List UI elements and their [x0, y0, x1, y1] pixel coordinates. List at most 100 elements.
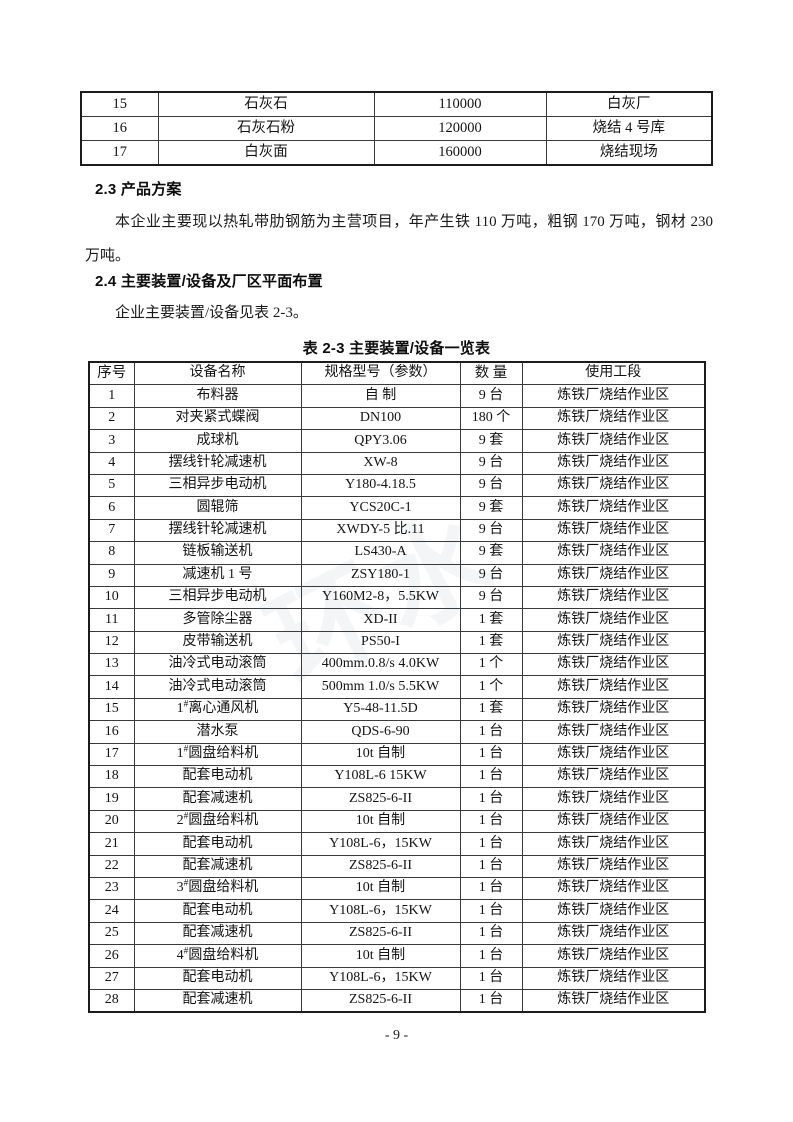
table-row: 7 摆线针轮减速机 XWDY-5 比.11 9 台炼铁厂烧结作业区 — [88, 518, 706, 543]
table-cell: XD-II — [300, 608, 461, 632]
table-cell: 10 — [88, 585, 135, 610]
table-cell: 白灰厂 — [545, 91, 713, 117]
table-cell: 配套减速机 — [133, 787, 302, 811]
table-cell: 1 — [88, 384, 135, 408]
table-row: 28 配套减速机 ZS825-6-II 1 台炼铁厂烧结作业区 — [88, 988, 706, 1013]
table-row: 18 配套电动机 Y108L-6 15KW 1 台炼铁厂烧结作业区 — [88, 765, 706, 789]
table-cell: 110000 — [373, 91, 547, 117]
table-cell: 规格型号（参数） — [300, 361, 461, 386]
table-cell: 炼铁厂烧结作业区 — [521, 496, 706, 520]
table-cell: LS430-A — [300, 541, 461, 565]
table-cell: 1 台 — [459, 809, 523, 834]
table-cell: 1 套 — [459, 630, 523, 655]
table-row: 23 3#圆盘给料机 10t 自制 1 台炼铁厂烧结作业区 — [88, 876, 706, 901]
table-cell: 圆辊筛 — [133, 496, 302, 520]
table-cell: PS50-I — [300, 630, 461, 655]
table-row: 22 配套减速机 ZS825-6-II 1 台炼铁厂烧结作业区 — [88, 854, 706, 878]
table-cell: 500mm 1.0/s 5.5KW — [300, 675, 461, 699]
section-paragraph-2-4: 企业主要装置/设备见表 2-3。 — [115, 305, 308, 321]
table-cell: 炼铁厂烧结作业区 — [521, 899, 706, 923]
table-cell: Y160M2-8，5.5KW — [300, 585, 461, 610]
table-row: 24 配套电动机 Y108L-6，15KW 1 台炼铁厂烧结作业区 — [88, 899, 706, 923]
table-row: 5 三相异步电动机 Y180-4.18.5 9 台炼铁厂烧结作业区 — [88, 473, 706, 498]
table-cell: 400mm.0.8/s 4.0KW — [300, 653, 461, 677]
table-cell: Y108L-6 15KW — [300, 765, 461, 789]
table-cell: Y108L-6，15KW — [300, 899, 461, 923]
table-cell: 1 台 — [459, 765, 523, 789]
table-cell: ZS825-6-II — [300, 988, 461, 1013]
table-row: 19 配套减速机 ZS825-6-II 1 台炼铁厂烧结作业区 — [88, 787, 706, 811]
table-cell: 炼铁厂烧结作业区 — [521, 944, 706, 968]
table-cell: 9 — [88, 563, 135, 587]
table-cell: 14 — [88, 675, 135, 699]
table-cell: 三相异步电动机 — [133, 473, 302, 498]
table-cell: 1 套 — [459, 608, 523, 632]
table-cell: 石灰石 — [157, 91, 375, 117]
table-row: 16 石灰石粉 120000 烧结 4 号库 — [80, 116, 713, 141]
table-cell: 22 — [88, 854, 135, 878]
table-cell: 1#离心通风机 — [133, 697, 302, 722]
table-cell: 17 — [80, 140, 159, 166]
table-cell: 9 台 — [459, 585, 523, 610]
table-cell: 9 台 — [459, 384, 523, 408]
table-cell: 减速机 1 号 — [133, 563, 302, 587]
table-cell: 19 — [88, 787, 135, 811]
table-cell: 炼铁厂烧结作业区 — [521, 630, 706, 655]
table-cell: Y108L-6，15KW — [300, 832, 461, 856]
table-row: 8 链板输送机 LS430-A 9 套炼铁厂烧结作业区 — [88, 541, 706, 565]
table-cell: 1 台 — [459, 966, 523, 990]
table-cell: 炼铁厂烧结作业区 — [521, 473, 706, 498]
page-number: - 9 - — [384, 1028, 409, 1043]
table-cell: 自 制 — [300, 384, 461, 408]
table-cell: ZS825-6-II — [300, 787, 461, 811]
table-cell: 成球机 — [133, 429, 302, 453]
table-cell: 15 — [80, 91, 159, 117]
table-cell: 9 台 — [459, 473, 523, 498]
table-cell: 炼铁厂烧结作业区 — [521, 563, 706, 587]
table-cell: 1 台 — [459, 944, 523, 968]
table-cell: 潜水泵 — [133, 720, 302, 744]
table-cell: 油冷式电动滚筒 — [133, 653, 302, 677]
table-cell: 11 — [88, 608, 135, 632]
section-paragraph-2-3: 本企业主要现以热轧带肋钢筋为主营项目，年产生铁 110 万吨，粗钢 170 万吨… — [85, 214, 713, 264]
table-cell: 炼铁厂烧结作业区 — [521, 854, 706, 878]
table-cell: XW-8 — [300, 451, 461, 475]
superscript-hash: # — [183, 945, 189, 956]
table-cell: 9 套 — [459, 496, 523, 520]
table-cell: 摆线针轮减速机 — [133, 451, 302, 475]
table-cell: 炼铁厂烧结作业区 — [521, 384, 706, 408]
table-cell: ZS825-6-II — [300, 921, 461, 946]
table-cell: 炼铁厂烧结作业区 — [521, 697, 706, 722]
table-cell: 9 套 — [459, 541, 523, 565]
table-cell: 2 — [88, 406, 135, 431]
table-cell: 摆线针轮减速机 — [133, 518, 302, 543]
table-row: 25 配套减速机 ZS825-6-II 1 台炼铁厂烧结作业区 — [88, 921, 706, 946]
table-row: 6 圆辊筛 YCS20C-1 9 套炼铁厂烧结作业区 — [88, 496, 706, 520]
table-cell: 16 — [80, 116, 159, 141]
table-cell: 27 — [88, 966, 135, 990]
table-cell: 1#圆盘给料机 — [133, 742, 302, 767]
table-caption-2-3: 表 2-3 主要装置/设备一览表 — [302, 340, 491, 357]
table-cell: 26 — [88, 944, 135, 968]
table-cell: 15 — [88, 697, 135, 722]
table-cell: QPY3.06 — [300, 429, 461, 453]
table-cell: 1 台 — [459, 742, 523, 767]
table-cell: 8 — [88, 541, 135, 565]
table-cell: DN100 — [300, 406, 461, 431]
table-cell: 17 — [88, 742, 135, 767]
table-row: 14 油冷式电动滚筒 500mm 1.0/s 5.5KW 1 个炼铁厂烧结作业区 — [88, 675, 706, 699]
table-cell: 炼铁厂烧结作业区 — [521, 585, 706, 610]
table-cell: 设备名称 — [133, 361, 302, 386]
table-cell: 炼铁厂烧结作业区 — [521, 765, 706, 789]
table-row: 4 摆线针轮减速机 XW-8 9 台炼铁厂烧结作业区 — [88, 451, 706, 475]
table-row: 2 对夹紧式蝶阀 DN100 180 个炼铁厂烧结作业区 — [88, 406, 706, 431]
table-cell: 13 — [88, 653, 135, 677]
table-cell: 3#圆盘给料机 — [133, 876, 302, 901]
table-cell: 炼铁厂烧结作业区 — [521, 675, 706, 699]
table-row: 16 潜水泵 QDS-6-90 1 台炼铁厂烧结作业区 — [88, 720, 706, 744]
table-row: 11 多管除尘器 XD-II 1 套炼铁厂烧结作业区 — [88, 608, 706, 632]
table-cell: 石灰石粉 — [157, 116, 375, 141]
table-cell: 7 — [88, 518, 135, 543]
